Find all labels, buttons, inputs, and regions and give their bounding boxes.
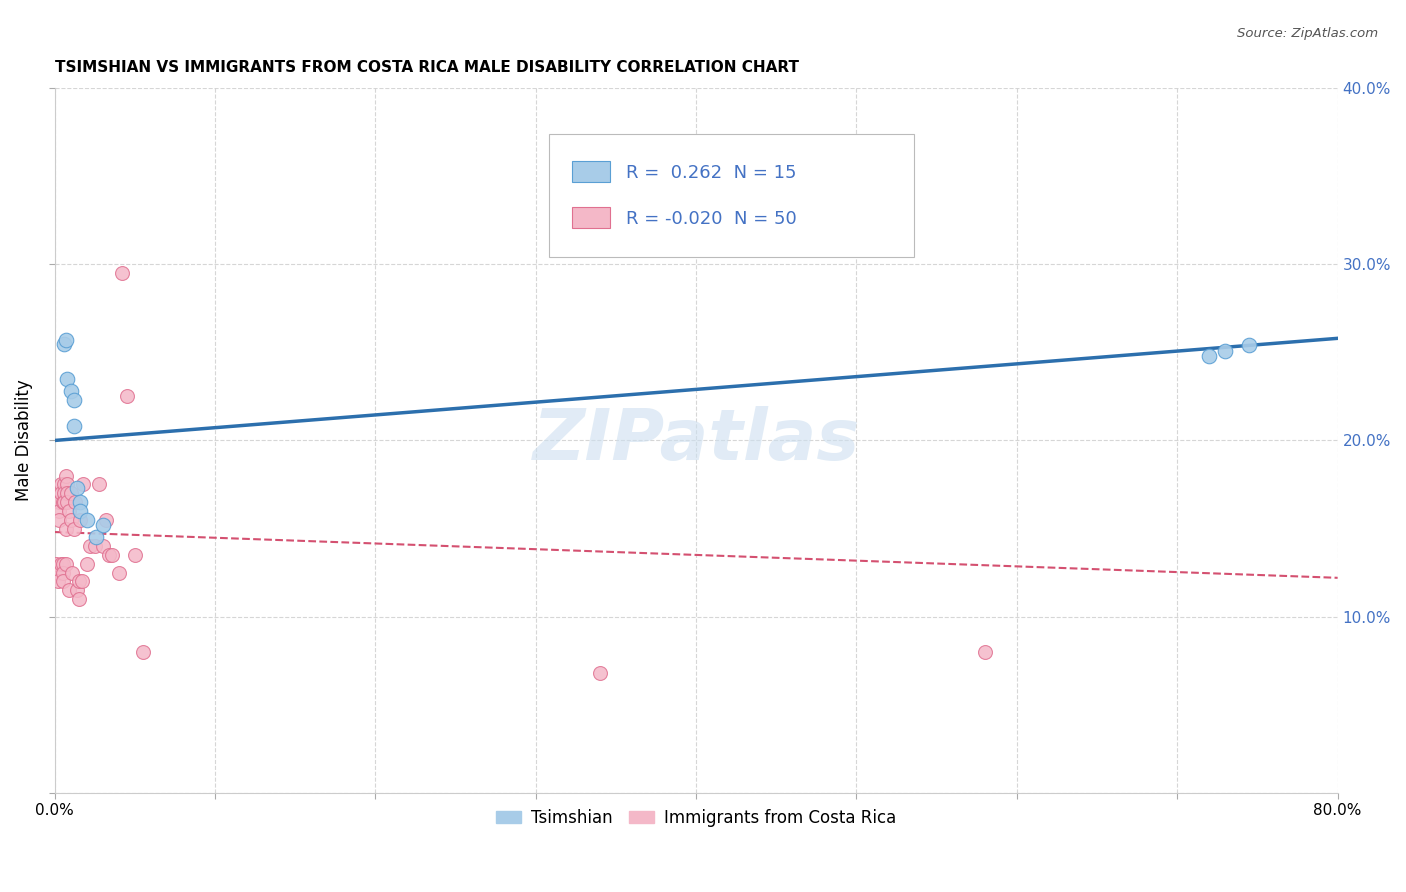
Bar — [572, 207, 610, 227]
Point — [53, 336, 76, 351]
Point — [124, 548, 146, 562]
Point — [53, 486, 76, 500]
Text: R =  0.262  N = 15: R = 0.262 N = 15 — [626, 164, 796, 182]
Point — [62, 419, 84, 434]
Point — [45, 557, 67, 571]
Point — [589, 665, 612, 680]
Point — [69, 504, 91, 518]
Point — [107, 566, 129, 580]
Point — [76, 513, 98, 527]
Point — [1198, 349, 1220, 363]
Point — [83, 539, 105, 553]
Bar — [572, 161, 610, 182]
Point — [46, 574, 69, 589]
Point — [94, 513, 117, 527]
Point — [70, 574, 93, 589]
Point — [59, 486, 82, 500]
Point — [91, 518, 114, 533]
Point — [132, 645, 155, 659]
Point — [49, 557, 72, 571]
FancyBboxPatch shape — [548, 134, 914, 257]
Text: TSIMSHIAN VS IMMIGRANTS FROM COSTA RICA MALE DISABILITY CORRELATION CHART: TSIMSHIAN VS IMMIGRANTS FROM COSTA RICA … — [55, 60, 799, 75]
Point — [62, 392, 84, 407]
Point — [115, 389, 138, 403]
Point — [111, 266, 134, 280]
Point — [55, 521, 77, 535]
Point — [56, 477, 79, 491]
Point — [1215, 343, 1237, 358]
Text: Source: ZipAtlas.com: Source: ZipAtlas.com — [1237, 27, 1378, 40]
Point — [91, 539, 114, 553]
Point — [67, 591, 90, 606]
Point — [58, 583, 80, 598]
Point — [59, 513, 82, 527]
Y-axis label: Male Disability: Male Disability — [15, 380, 32, 501]
Point — [66, 583, 89, 598]
Point — [1239, 338, 1261, 352]
Point — [58, 504, 80, 518]
Point — [69, 495, 91, 509]
Point — [56, 486, 79, 500]
Point — [48, 513, 70, 527]
Point — [53, 495, 76, 509]
Point — [51, 495, 73, 509]
Point — [79, 539, 101, 553]
Legend: Tsimshian, Immigrants from Costa Rica: Tsimshian, Immigrants from Costa Rica — [489, 802, 903, 834]
Point — [72, 477, 94, 491]
Point — [69, 513, 91, 527]
Point — [51, 557, 73, 571]
Point — [55, 333, 77, 347]
Point — [55, 468, 77, 483]
Point — [76, 557, 98, 571]
Point — [56, 372, 79, 386]
Point — [84, 530, 107, 544]
Point — [48, 495, 70, 509]
Point — [101, 548, 124, 562]
Point — [48, 504, 70, 518]
Text: ZIPatlas: ZIPatlas — [533, 406, 860, 475]
Point — [49, 477, 72, 491]
Point — [55, 557, 77, 571]
Point — [49, 486, 72, 500]
Point — [56, 495, 79, 509]
Point — [51, 566, 73, 580]
Point — [53, 477, 76, 491]
Point — [62, 521, 84, 535]
Point — [973, 645, 995, 659]
Point — [46, 566, 69, 580]
Point — [66, 481, 89, 495]
Text: R = -0.020  N = 50: R = -0.020 N = 50 — [626, 210, 796, 227]
Point — [65, 495, 87, 509]
Point — [89, 477, 111, 491]
Point — [60, 566, 83, 580]
Point — [98, 548, 121, 562]
Point — [59, 384, 82, 399]
Point — [67, 574, 90, 589]
Point — [51, 574, 73, 589]
